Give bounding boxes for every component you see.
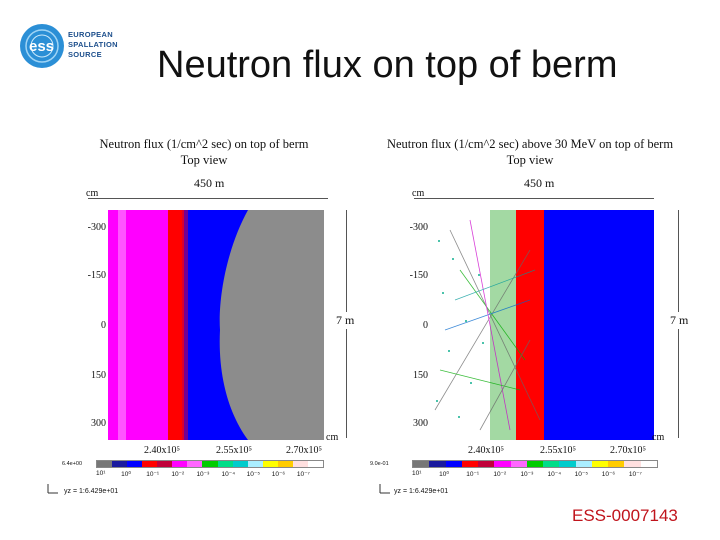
colorbar (412, 460, 658, 468)
colorbar-tick: 10¹ (412, 470, 422, 477)
width-label: 450 m (194, 176, 225, 190)
logo-line: SOURCE (68, 50, 102, 59)
slide-title: Neutron flux on top of berm (157, 44, 618, 86)
y-tick-label: 150 (413, 370, 428, 381)
x-tick-label: 2.70x10⁵ (286, 445, 322, 456)
left-flux-panel: Neutron flux (1/cm^2 sec) on top of berm… (44, 130, 364, 500)
logo-line: SPALLATION (68, 40, 118, 49)
pink-stripe (118, 210, 126, 440)
height-label: 7 m (336, 312, 355, 329)
unit-right-label: cm (652, 432, 665, 443)
colorbar-tick: 10⁻¹ (466, 471, 480, 478)
y-tick-label: 0 (101, 320, 106, 331)
flux-map-right (430, 210, 654, 440)
x-tick-label: 2.40x10⁵ (468, 445, 504, 456)
axes-scale-label: yz = 1:6.429e+01 (64, 488, 119, 495)
panel-title: Neutron flux (1/cm^2 sec) above 30 MeV o… (370, 136, 690, 168)
width-dimension-line (414, 198, 654, 199)
logo-wordmark: EUROPEAN SPALLATION SOURCE (68, 30, 118, 60)
ess-emblem-icon: ess (20, 24, 64, 68)
flux-map-left (108, 210, 324, 440)
axes-orientation-icon (379, 484, 390, 494)
y-tick-label: 150 (91, 370, 106, 381)
axes-orientation-icon (47, 484, 58, 494)
panel-title-line1: Neutron flux (1/cm^2 sec) above 30 MeV o… (386, 137, 674, 151)
right-flux-panel: Neutron flux (1/cm^2 sec) above 30 MeV o… (370, 130, 690, 500)
colorbar-tick: 10⁰ (439, 471, 449, 478)
colorbar (96, 460, 324, 468)
unit-top-label: cm (86, 188, 99, 199)
colorbar-tick: 10⁻⁴ (547, 471, 562, 478)
red-blue-transition (182, 210, 188, 440)
scale-min-label: 9.0e-01 (370, 461, 389, 467)
y-tick-label: -150 (409, 270, 428, 281)
colorbar-tick: 10⁻³ (520, 471, 534, 478)
y-tick-label: 300 (413, 418, 428, 429)
scale-min-label: 6.4e+00 (62, 461, 83, 467)
gray-zone (219, 210, 324, 440)
red-band (516, 210, 544, 440)
colorbar-tick: 10⁻² (493, 471, 507, 478)
particle-tracks (434, 219, 541, 431)
colorbar-tick: 10¹ (96, 470, 106, 477)
ess-emblem-text: ess (29, 38, 54, 55)
y-tick-label: -300 (409, 222, 428, 233)
document-id: ESS-0007143 (572, 506, 678, 525)
axes-scale-label: yz = 1:6.429e+01 (394, 488, 449, 495)
colorbar-tick: 10⁻² (171, 471, 185, 478)
colorbar-tick: 10⁰ (121, 471, 131, 478)
x-tick-label: 2.55x10⁵ (540, 445, 576, 456)
red-band (168, 210, 184, 440)
panel-title-line2: Top view (506, 153, 554, 167)
colorbar-tick: 10⁻⁵ (246, 471, 261, 478)
colorbar-tick: 10⁻⁴ (221, 471, 236, 478)
colorbar-tick: 10⁻⁶ (271, 471, 286, 478)
x-tick-label: 2.55x10⁵ (216, 445, 252, 456)
colorbar-ticks: 10¹ 10⁰ 10⁻¹ 10⁻² 10⁻³ 10⁻⁴ 10⁻⁵ 10⁻⁶ 10… (96, 470, 322, 478)
unit-top-label: cm (412, 188, 425, 199)
height-label: 7 m (670, 312, 689, 329)
colorbar-tick: 10⁻⁷ (296, 471, 310, 478)
scatter-dots (436, 240, 484, 418)
y-tick-label: -300 (87, 222, 106, 233)
width-label: 450 m (524, 176, 555, 190)
panel-title: Neutron flux (1/cm^2 sec) on top of berm… (44, 136, 364, 168)
y-tick-label: 0 (423, 320, 428, 331)
y-tick-label: -150 (87, 270, 106, 281)
colorbar-tick: 10⁻¹ (146, 471, 160, 478)
logo-line: EUROPEAN (68, 30, 113, 39)
y-tick-label: 300 (91, 418, 106, 429)
colorbar-tick: 10⁻⁵ (574, 471, 589, 478)
panel-title-line1: Neutron flux (1/cm^2 sec) on top of berm (99, 137, 309, 151)
colorbar-tick: 10⁻⁷ (628, 471, 642, 478)
colorbar-ticks: 10¹ 10⁰ 10⁻¹ 10⁻² 10⁻³ 10⁻⁴ 10⁻⁵ 10⁻⁶ 10… (412, 470, 656, 478)
panel-title-line2: Top view (180, 153, 228, 167)
ess-logo: ess (18, 20, 148, 78)
colorbar-tick: 10⁻⁶ (601, 471, 616, 478)
blue-zone (544, 210, 654, 440)
unit-right-label: cm (326, 432, 339, 443)
colorbar-tick: 10⁻³ (196, 471, 210, 478)
width-dimension-line (88, 198, 328, 199)
x-tick-label: 2.70x10⁵ (610, 445, 646, 456)
x-tick-label: 2.40x10⁵ (144, 445, 180, 456)
